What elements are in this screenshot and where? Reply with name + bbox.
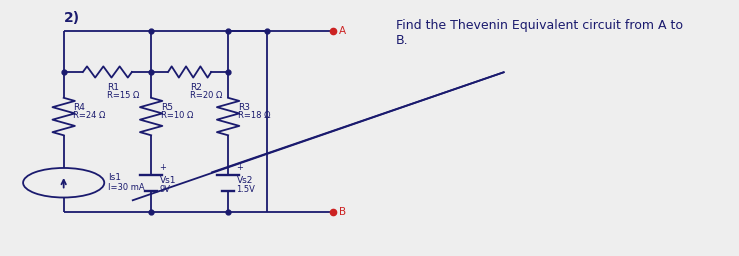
Text: B: B xyxy=(338,207,346,217)
Text: Vs2: Vs2 xyxy=(236,176,253,185)
Text: 2): 2) xyxy=(64,11,80,25)
Text: R=18 Ω: R=18 Ω xyxy=(238,111,270,120)
Text: R2: R2 xyxy=(190,83,202,92)
Text: I=30 mA: I=30 mA xyxy=(108,183,144,192)
Text: 9V: 9V xyxy=(160,185,171,194)
Text: Is1: Is1 xyxy=(108,173,120,182)
Text: Find the Thevenin Equivalent circuit from A to
B.: Find the Thevenin Equivalent circuit fro… xyxy=(396,18,683,47)
Text: R1: R1 xyxy=(107,83,120,92)
Text: R=15 Ω: R=15 Ω xyxy=(107,91,140,100)
Text: R=20 Ω: R=20 Ω xyxy=(190,91,222,100)
Text: R5: R5 xyxy=(161,103,173,112)
Text: +: + xyxy=(236,163,243,172)
Text: A: A xyxy=(338,26,346,36)
Text: Vs1: Vs1 xyxy=(160,176,176,185)
Text: R4: R4 xyxy=(73,103,85,112)
Text: R=24 Ω: R=24 Ω xyxy=(73,111,106,120)
Text: 1.5V: 1.5V xyxy=(236,185,256,194)
Text: R3: R3 xyxy=(238,103,250,112)
Text: R=10 Ω: R=10 Ω xyxy=(161,111,194,120)
Text: +: + xyxy=(160,163,166,172)
